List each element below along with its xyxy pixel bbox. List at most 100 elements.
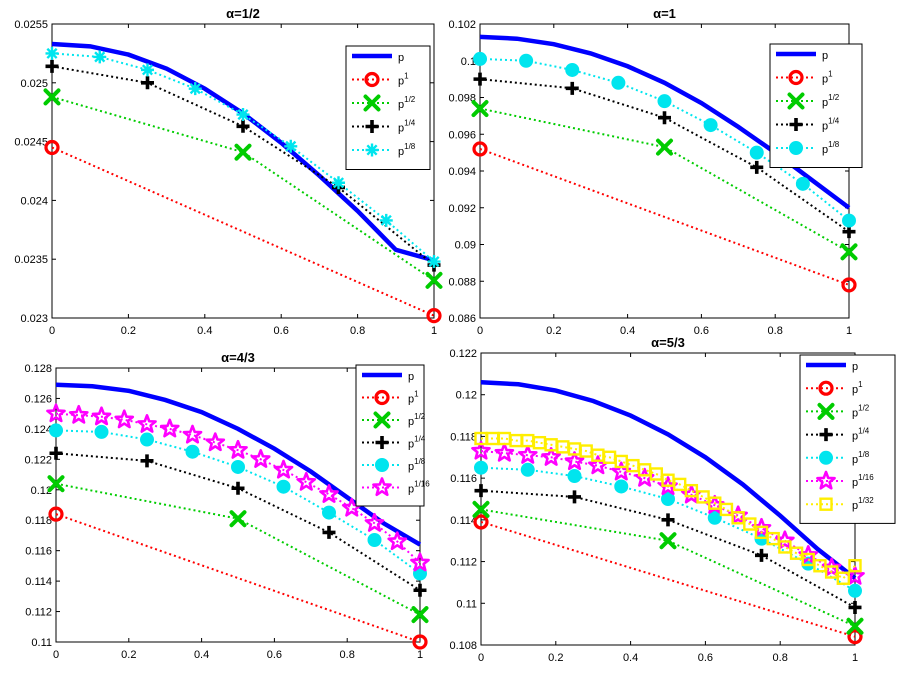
y-tick-label: 0.122 xyxy=(449,348,477,360)
series-line-1 xyxy=(55,513,421,643)
legend-marker xyxy=(819,428,833,442)
legend-label-exponent: 1/8 xyxy=(828,140,840,149)
data-point-1-8 xyxy=(614,479,629,494)
data-point-1-2 xyxy=(43,88,61,106)
legend-label-exponent: 1 xyxy=(828,70,833,79)
legend-label: p xyxy=(822,50,828,62)
data-point-1-16 xyxy=(91,406,112,426)
data-point-1-8 xyxy=(703,118,718,133)
data-point-1-8 xyxy=(749,145,764,160)
legend-marker xyxy=(375,436,389,449)
data-point-1-8 xyxy=(427,255,441,269)
series-line-1-2 xyxy=(480,508,856,628)
legend-label-exponent: 1/2 xyxy=(404,95,416,104)
data-point-1-4 xyxy=(231,481,245,495)
data-point-1 xyxy=(412,634,428,650)
data-point-1-8 xyxy=(519,53,534,68)
x-tick-label: 0.2 xyxy=(548,652,563,664)
legend-label: p xyxy=(398,52,404,64)
data-point-1-32 xyxy=(766,531,780,546)
series-line-1 xyxy=(480,520,856,638)
legend-marker xyxy=(365,120,379,133)
chart-panel-1: 0 0.2 0.4 0.6 0.8 1 0.023 0.0235 0.024 0.0245 0.02… xyxy=(14,6,443,337)
data-point-1-8 xyxy=(848,583,862,598)
y-tick-label: 0.116 xyxy=(450,473,477,485)
data-point-1-8 xyxy=(473,51,487,66)
data-point-1-16 xyxy=(471,440,491,460)
data-point-1-8 xyxy=(45,46,59,60)
data-point-1-16 xyxy=(228,439,248,459)
data-point-1-4 xyxy=(49,446,63,460)
y-tick-label: 0.094 xyxy=(448,166,476,178)
data-point-1-16 xyxy=(517,444,538,464)
x-tick-label: 0.2 xyxy=(121,649,136,661)
legend-label-exponent: 1/4 xyxy=(828,117,840,126)
data-point-1-8 xyxy=(93,50,107,64)
x-tick-label: 1 xyxy=(852,652,858,664)
data-point-1-4 xyxy=(473,72,487,86)
legend-label-exponent: 1/8 xyxy=(404,142,416,151)
data-point-1-4 xyxy=(45,59,59,73)
data-point-1-8 xyxy=(188,82,202,96)
legend-label: p1 xyxy=(398,72,409,88)
chart-title: α=4/3 xyxy=(221,350,255,365)
x-tick-label: 0.4 xyxy=(197,325,212,337)
legend-label: p xyxy=(408,371,414,383)
legend-marker xyxy=(789,118,803,131)
x-tick-label: 1 xyxy=(431,325,437,337)
legend-marker xyxy=(788,69,804,86)
data-point-1-16 xyxy=(159,418,180,438)
data-point-1-8 xyxy=(367,533,382,548)
y-tick-label: 0.122 xyxy=(24,454,52,466)
data-point-1-4 xyxy=(848,600,862,614)
chart-title: α=5/3 xyxy=(651,335,685,350)
chart-panel-2: 0 0.2 0.4 0.6 0.8 1 0.086 0.088 0.09 0.092 0.094 0.… xyxy=(448,6,863,337)
data-point-1 xyxy=(426,308,442,324)
legend-marker xyxy=(819,497,833,511)
y-tick-label: 0.025 xyxy=(20,78,48,90)
data-point-1-32 xyxy=(743,517,757,531)
y-tick-label: 0.11 xyxy=(31,637,52,649)
data-point-1-4 xyxy=(661,513,675,527)
legend-marker xyxy=(819,450,833,465)
data-point-1-32 xyxy=(719,502,734,517)
legend-label-exponent: 1/2 xyxy=(858,403,870,412)
y-tick-label: 0.024 xyxy=(20,195,48,207)
legend-marker xyxy=(364,71,380,88)
x-tick-label: 1 xyxy=(846,325,852,337)
data-point-1-4 xyxy=(140,454,154,468)
series-line-1-4 xyxy=(479,78,850,233)
x-tick-label: 0.4 xyxy=(194,649,209,661)
data-point-1-8 xyxy=(185,444,200,459)
data-point-1-8 xyxy=(322,505,336,520)
y-tick-label: 0.096 xyxy=(448,129,476,141)
data-point-1-8 xyxy=(284,139,298,153)
legend-label-exponent: 1/4 xyxy=(414,435,426,444)
data-point-1-4 xyxy=(658,111,671,125)
x-tick-label: 0.8 xyxy=(773,652,788,664)
data-point-1 xyxy=(48,506,64,522)
data-point-1-8 xyxy=(657,94,672,109)
x-tick-label: 0.4 xyxy=(623,652,638,664)
legend-label: p1 xyxy=(822,70,833,86)
legend-label-exponent: 1/16 xyxy=(858,473,874,482)
data-point-1-8 xyxy=(795,176,810,191)
data-point-1-8 xyxy=(520,462,535,477)
legend-box xyxy=(799,354,896,524)
x-tick-label: 1 xyxy=(417,649,423,661)
data-point-1-8 xyxy=(141,63,154,77)
data-point-1-8 xyxy=(231,459,245,474)
legend-marker xyxy=(374,389,390,406)
legend-marker xyxy=(818,380,834,396)
y-tick-label: 0.11 xyxy=(456,598,477,610)
legend-label-exponent: 1/16 xyxy=(414,480,430,489)
x-tick-label: 0.8 xyxy=(350,325,365,337)
legend-marker xyxy=(817,402,835,420)
data-point-1-2 xyxy=(471,100,489,118)
series-line-p xyxy=(480,379,857,581)
data-point-1-16 xyxy=(541,446,561,466)
data-point-1-16 xyxy=(387,531,408,551)
series-line-1 xyxy=(479,148,850,286)
